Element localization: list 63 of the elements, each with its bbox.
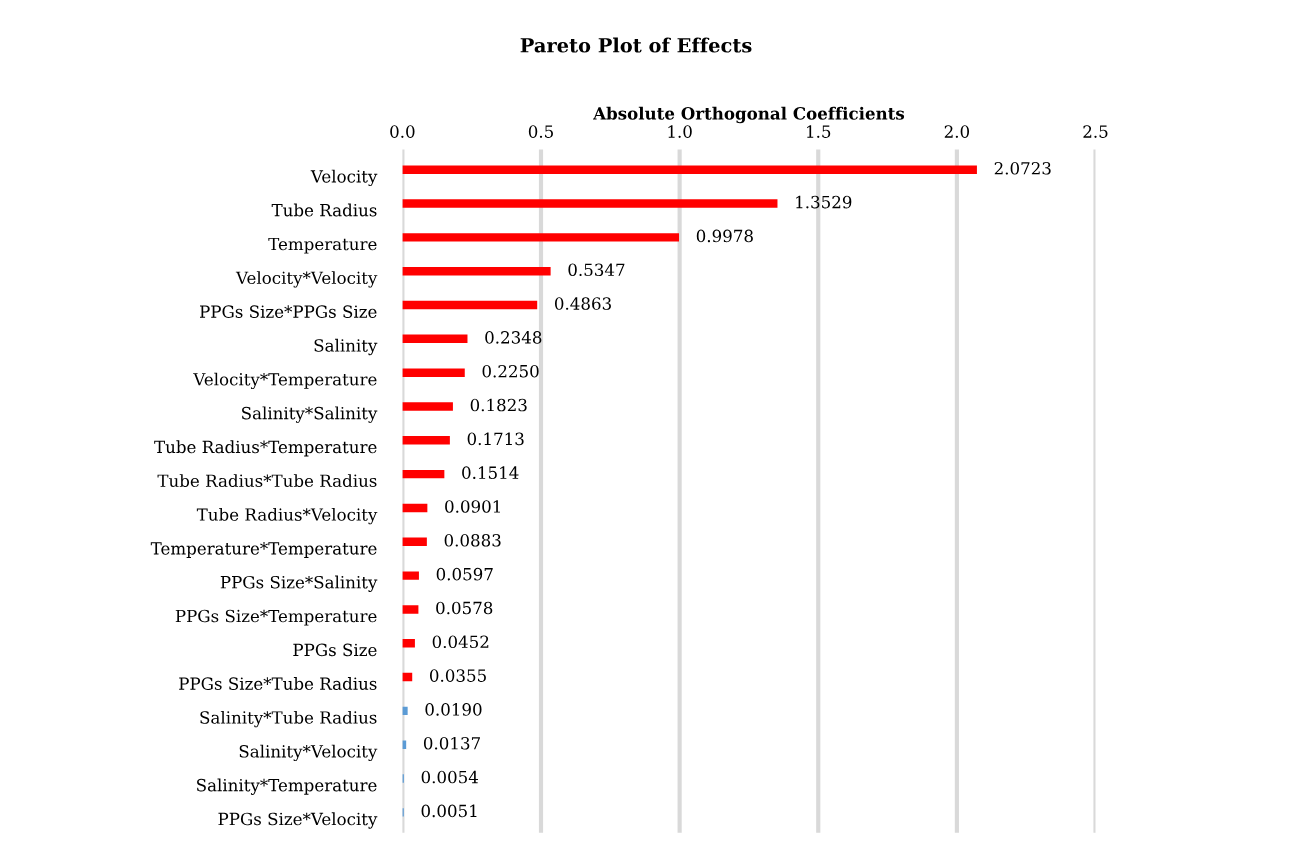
bar xyxy=(402,469,445,479)
data-label: 0.0883 xyxy=(444,534,501,547)
data-label: 0.1514 xyxy=(462,466,519,479)
y-tick-label: Tube Radius*Tube Radius xyxy=(157,474,377,488)
y-tick-label: Salinity*Tube Radius xyxy=(200,710,377,728)
bar xyxy=(402,266,551,276)
x-axis-title: Absolute Orthogonal Coefficients xyxy=(593,106,905,124)
y-tick-label: PPGs Size*Temperature xyxy=(175,609,377,626)
y-tick-label: Tube Radius*Velocity xyxy=(196,507,378,525)
data-label: 0.1823 xyxy=(470,398,527,412)
x-tick-label: 1.0 xyxy=(668,125,692,138)
y-tick-label: Temperature xyxy=(268,237,377,254)
chart-title: Pareto Plot of Effects xyxy=(520,37,752,53)
bar xyxy=(402,503,428,513)
y-tick-label: Tube Radius*Temperature xyxy=(154,440,377,457)
y-tick-label: Velocity xyxy=(310,169,378,187)
data-label: 0.2348 xyxy=(485,331,542,344)
bar xyxy=(402,300,538,310)
bar xyxy=(402,165,977,174)
y-tick-label: Velocity*Velocity xyxy=(235,271,378,288)
y-tick-label: Velocity*Temperature xyxy=(193,372,377,390)
bar xyxy=(402,605,419,614)
x-tick-label: 2.5 xyxy=(1083,125,1108,138)
x-tick-label: 0.5 xyxy=(528,125,553,138)
y-tick-label: PPGs Size*Tube Radius xyxy=(179,677,377,690)
data-label: 2.0723 xyxy=(994,161,1051,175)
y-tick-label: Salinity*Salinity xyxy=(242,406,378,423)
data-label: 0.0901 xyxy=(445,500,500,513)
bar xyxy=(402,233,680,242)
y-tick-label: Salinity*Velocity xyxy=(239,744,378,762)
data-label: 0.4863 xyxy=(554,297,611,310)
data-label: 0.2250 xyxy=(482,364,539,378)
x-tick-label: 1.5 xyxy=(807,125,831,138)
data-label: 0.0578 xyxy=(436,601,493,615)
data-label: 0.0597 xyxy=(436,567,493,581)
y-tick-label: PPGs Size xyxy=(293,643,377,657)
bar xyxy=(402,571,419,580)
y-tick-label: PPGs Size*Salinity xyxy=(220,575,378,592)
data-label: 0.0051 xyxy=(421,804,477,818)
data-label: 0.0355 xyxy=(429,669,486,682)
y-tick-label: PPGs Size*Velocity xyxy=(218,812,378,829)
data-label: 0.0137 xyxy=(423,736,480,750)
data-label: 1.3529 xyxy=(796,195,852,209)
data-label: 0.0054 xyxy=(421,770,479,784)
y-tick-label: PPGs Size*PPGs Size xyxy=(200,305,377,318)
bar xyxy=(402,436,450,445)
bar xyxy=(402,402,453,411)
data-label: 0.9978 xyxy=(696,229,753,243)
bar xyxy=(402,334,468,344)
data-label: 0.0190 xyxy=(425,703,482,716)
y-tick-label: Salinity xyxy=(314,338,378,356)
y-tick-label: Temperature*Temperature xyxy=(150,542,377,558)
data-label: 0.1713 xyxy=(467,432,524,446)
bar xyxy=(402,368,465,377)
y-tick-label: Tube Radius xyxy=(271,203,377,217)
x-tick-label: 0.0 xyxy=(390,125,415,138)
bar xyxy=(402,537,427,547)
y-tick-label: Salinity*Temperature xyxy=(197,778,377,795)
bar xyxy=(402,199,778,208)
x-tick-label: 2.0 xyxy=(944,125,970,138)
bar xyxy=(402,639,415,648)
data-label: 0.5347 xyxy=(568,263,625,277)
data-label: 0.0452 xyxy=(432,635,489,649)
